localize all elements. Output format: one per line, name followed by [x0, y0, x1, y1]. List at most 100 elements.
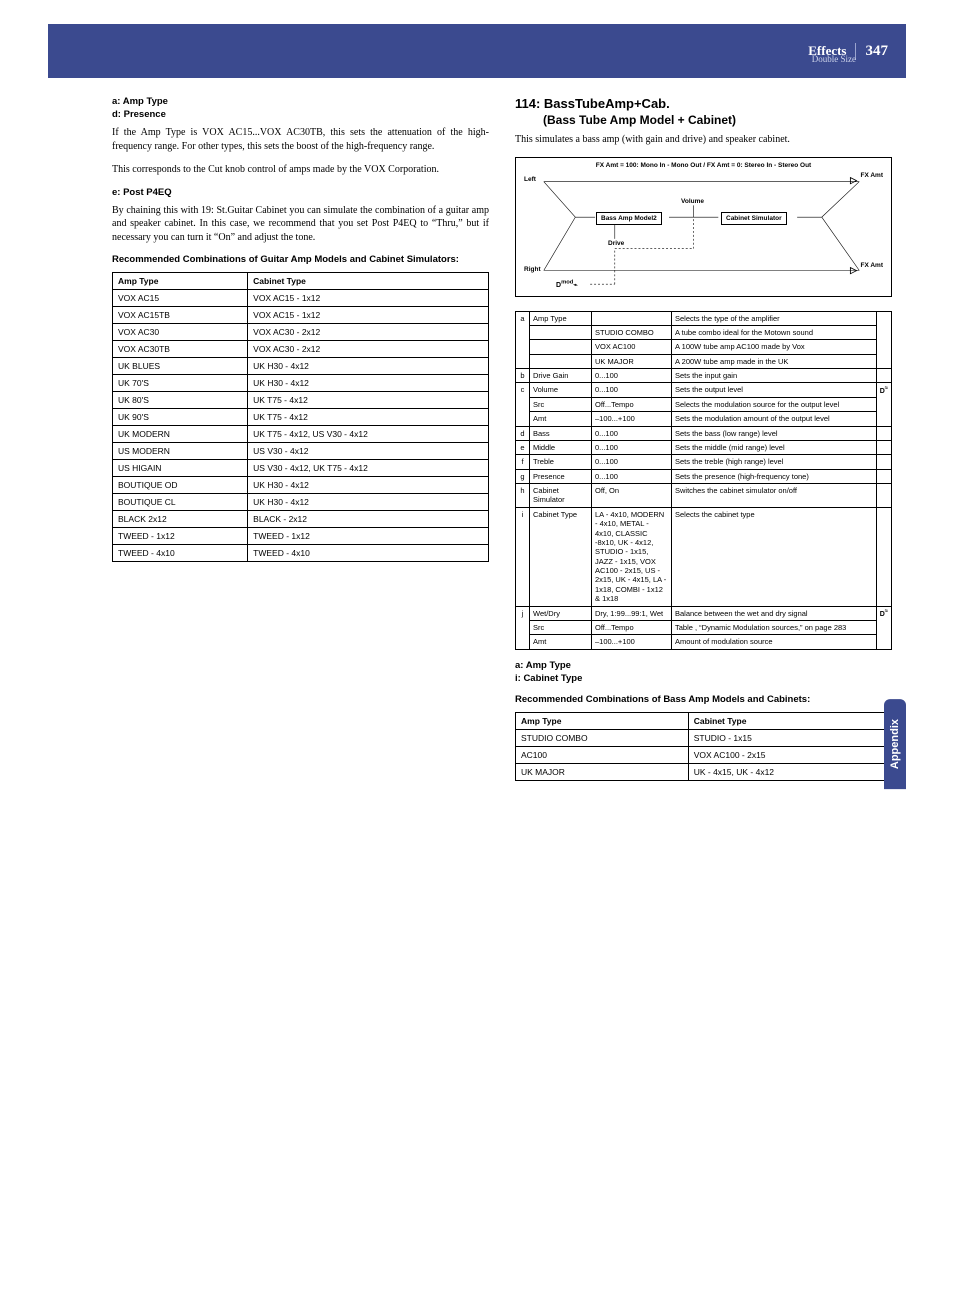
param-desc: Sets the middle (mid range) level	[672, 440, 877, 454]
dmod-cell	[876, 440, 891, 454]
param-desc: Selects the type of the amplifier	[672, 311, 877, 325]
param-desc: Sets the output level	[672, 383, 877, 397]
diagram-lines	[516, 158, 891, 296]
param-range: UK MAJOR	[592, 354, 672, 368]
table-cell: VOX AC15 - 1x12	[248, 307, 489, 324]
table-row: gPresence0...100Sets the presence (high-…	[516, 469, 892, 483]
param-name: Amt	[530, 635, 592, 649]
dmod-cell: D≈	[876, 606, 891, 649]
param-name: Cabinet Type	[530, 507, 592, 606]
param-label: i: Cabinet Type	[515, 673, 892, 684]
param-desc: A tube combo ideal for the Motown sound	[672, 325, 877, 339]
table-row: VOX AC30TBVOX AC30 - 2x12	[113, 341, 489, 358]
param-name: Presence	[530, 469, 592, 483]
table-row: SrcOff...TempoTable , “Dynamic Modulatio…	[516, 620, 892, 634]
body-text: By chaining this with 19: St.Guitar Cabi…	[112, 204, 489, 245]
dmod-cell	[876, 507, 891, 606]
param-index: d	[516, 426, 530, 440]
diagram-label: Drive	[608, 240, 624, 247]
header-subtitle: Double Size	[812, 54, 856, 64]
param-name	[530, 354, 592, 368]
param-desc: Amount of modulation source	[672, 635, 877, 649]
table-row: VOX AC15TBVOX AC15 - 1x12	[113, 307, 489, 324]
table-cell: VOX AC30TB	[113, 341, 248, 358]
table-cell: UK H30 - 4x12	[248, 477, 489, 494]
table-row: VOX AC15VOX AC15 - 1x12	[113, 290, 489, 307]
param-range: 0...100	[592, 369, 672, 383]
param-desc: Sets the modulation amount of the output…	[672, 412, 877, 426]
table-cell: VOX AC100 - 2x15	[688, 746, 891, 763]
param-range: Off...Tempo	[592, 397, 672, 411]
table-cell: UK - 4x15, UK - 4x12	[688, 763, 891, 780]
table-row: VOX AC30VOX AC30 - 2x12	[113, 324, 489, 341]
table-row: AC100VOX AC100 - 2x15	[516, 746, 892, 763]
table-row: UK MAJORUK - 4x15, UK - 4x12	[516, 763, 892, 780]
appendix-tab: Appendix	[884, 699, 906, 789]
table-cell: VOX AC15	[113, 290, 248, 307]
effect-title: 114: BassTubeAmp+Cab.	[515, 96, 892, 111]
param-range: –100...+100	[592, 635, 672, 649]
param-index: f	[516, 455, 530, 469]
subsection-title: Recommended Combinations of Bass Amp Mod…	[515, 694, 892, 706]
table-row: TWEED - 4x10TWEED - 4x10	[113, 545, 489, 562]
table-cell: VOX AC30 - 2x12	[248, 341, 489, 358]
triangle-icon: ▷	[850, 265, 857, 276]
table-cell: UK MODERN	[113, 426, 248, 443]
table-cell: UK H30 - 4x12	[248, 375, 489, 392]
table-cell: TWEED - 4x10	[248, 545, 489, 562]
param-desc: Switches the cabinet simulator on/off	[672, 484, 877, 508]
param-index: e	[516, 440, 530, 454]
table-cell: TWEED - 4x10	[113, 545, 248, 562]
param-index: b	[516, 369, 530, 383]
param-label: a: Amp Type	[112, 96, 489, 107]
param-index: j	[516, 606, 530, 649]
param-range: Off, On	[592, 484, 672, 508]
param-range: Dry, 1:99...99:1, Wet	[592, 606, 672, 620]
param-name: Drive Gain	[530, 369, 592, 383]
dmod-cell	[876, 311, 891, 369]
dmod-cell	[876, 484, 891, 508]
table-cell: US HIGAIN	[113, 460, 248, 477]
table-cell: UK T75 - 4x12	[248, 409, 489, 426]
dmod-label: Dmod⌁	[556, 280, 578, 289]
param-desc: Table , “Dynamic Modulation sources,” on…	[672, 620, 877, 634]
table-cell: STUDIO COMBO	[516, 729, 689, 746]
triangle-icon: ▷	[850, 175, 857, 186]
table-header: Cabinet Type	[248, 273, 489, 290]
table-cell: UK T75 - 4x12, US V30 - 4x12	[248, 426, 489, 443]
table-row: UK MAJORA 200W tube amp made in the UK	[516, 354, 892, 368]
param-name: Treble	[530, 455, 592, 469]
param-index: i	[516, 507, 530, 606]
param-desc: Sets the input gain	[672, 369, 877, 383]
param-name: Src	[530, 620, 592, 634]
param-range: 0...100	[592, 469, 672, 483]
diagram-label: FX Amt	[860, 262, 883, 269]
dmod-cell	[876, 426, 891, 440]
table-row: UK BLUESUK H30 - 4x12	[113, 358, 489, 375]
param-name: Cabinet Simulator	[530, 484, 592, 508]
table-cell: BLACK - 2x12	[248, 511, 489, 528]
table-cell: VOX AC15 - 1x12	[248, 290, 489, 307]
param-range	[592, 311, 672, 325]
table-row: cVolume0...100Sets the output levelD≈	[516, 383, 892, 397]
param-label: a: Amp Type	[515, 660, 892, 671]
table-header: Amp Type	[516, 712, 689, 729]
combo-table: Amp Type Cabinet Type STUDIO COMBOSTUDIO…	[515, 712, 892, 781]
table-cell: UK 70'S	[113, 375, 248, 392]
table-row: iCabinet TypeLA - 4x10, MODERN - 4x10, M…	[516, 507, 892, 606]
table-cell: UK T75 - 4x12	[248, 392, 489, 409]
table-cell: BOUTIQUE CL	[113, 494, 248, 511]
table-cell: BLACK 2x12	[113, 511, 248, 528]
table-cell: UK BLUES	[113, 358, 248, 375]
table-row: UK 70'SUK H30 - 4x12	[113, 375, 489, 392]
table-row: Amt–100...+100Amount of modulation sourc…	[516, 635, 892, 649]
table-row: hCabinet SimulatorOff, OnSwitches the ca…	[516, 484, 892, 508]
table-cell: TWEED - 1x12	[248, 528, 489, 545]
param-desc: Selects the cabinet type	[672, 507, 877, 606]
diagram-box: Bass Amp Model2	[596, 212, 662, 225]
param-name: Wet/Dry	[530, 606, 592, 620]
table-row: US HIGAINUS V30 - 4x12, UK T75 - 4x12	[113, 460, 489, 477]
page-body: a: Amp Type d: Presence If the Amp Type …	[0, 78, 954, 833]
table-cell: BOUTIQUE OD	[113, 477, 248, 494]
param-range: Off...Tempo	[592, 620, 672, 634]
